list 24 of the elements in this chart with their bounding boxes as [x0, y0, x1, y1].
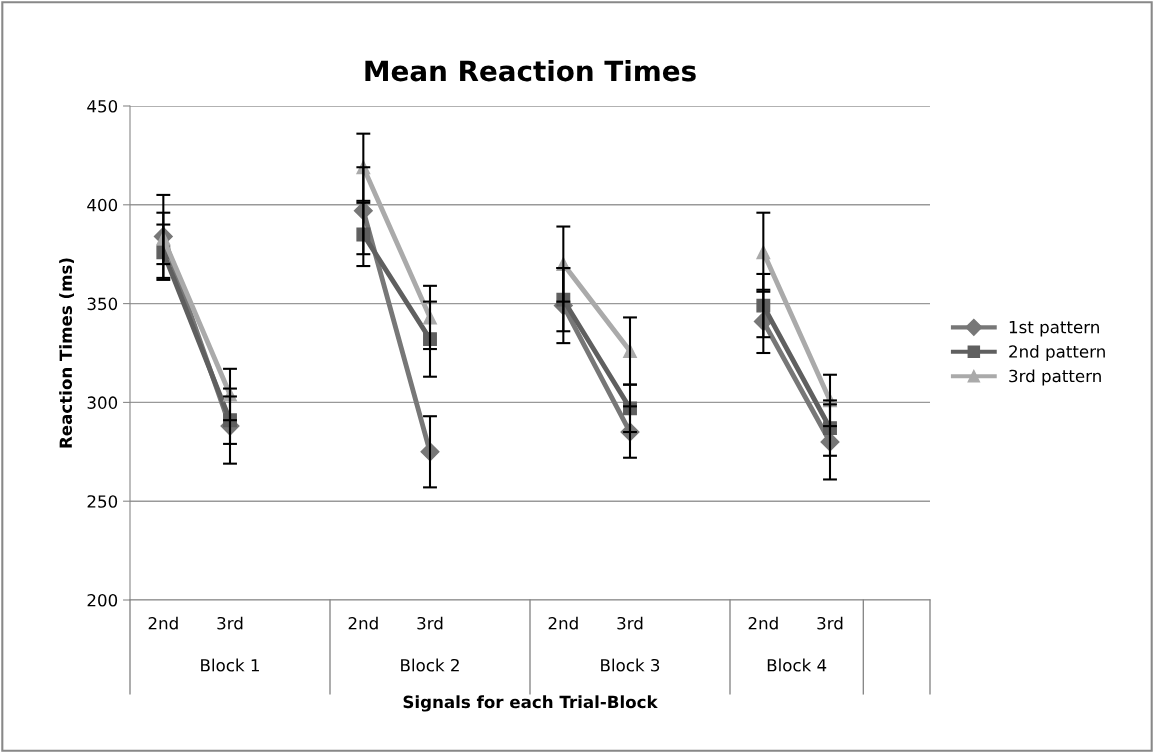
y-axis-title: Reaction Times (ms) [59, 258, 74, 448]
x-axis-title: Signals for each Trial-Block [403, 695, 658, 712]
x-tick-label: 2nd [748, 616, 778, 630]
x-tick-label: 3rd [817, 616, 843, 630]
chart-title: Mean Reaction Times [365, 59, 696, 82]
legend-label: 3rd pattern [1009, 369, 1101, 386]
y-tick-label: 350 [87, 297, 118, 311]
x-tick-label: 3rd [417, 616, 443, 630]
y-tick-label: 200 [87, 593, 118, 607]
y-tick-label: 250 [87, 495, 118, 508]
text: Block 2 [401, 658, 459, 672]
x-tick-label: 2nd [148, 616, 178, 630]
x-tick-label: 2nd [548, 616, 578, 630]
y-tick-label: 450 [87, 99, 118, 113]
x-tick-label: 3rd [217, 616, 243, 630]
x-tick-label: 2nd [348, 616, 378, 630]
text: Block 3 [601, 658, 660, 672]
y-tick-label: 300 [87, 396, 118, 409]
text: Block 4 [767, 658, 827, 672]
y-tick-label: 400 [87, 198, 118, 212]
legend-label: 1st pattern [1009, 320, 1099, 337]
text: Block 1 [201, 658, 259, 672]
x-tick-label: 3rd [617, 616, 643, 630]
legend-label: 2nd pattern [1009, 344, 1105, 362]
